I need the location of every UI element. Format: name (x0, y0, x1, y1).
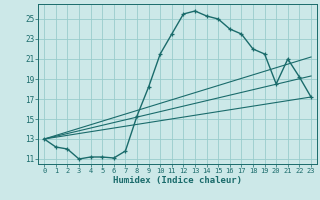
X-axis label: Humidex (Indice chaleur): Humidex (Indice chaleur) (113, 176, 242, 185)
